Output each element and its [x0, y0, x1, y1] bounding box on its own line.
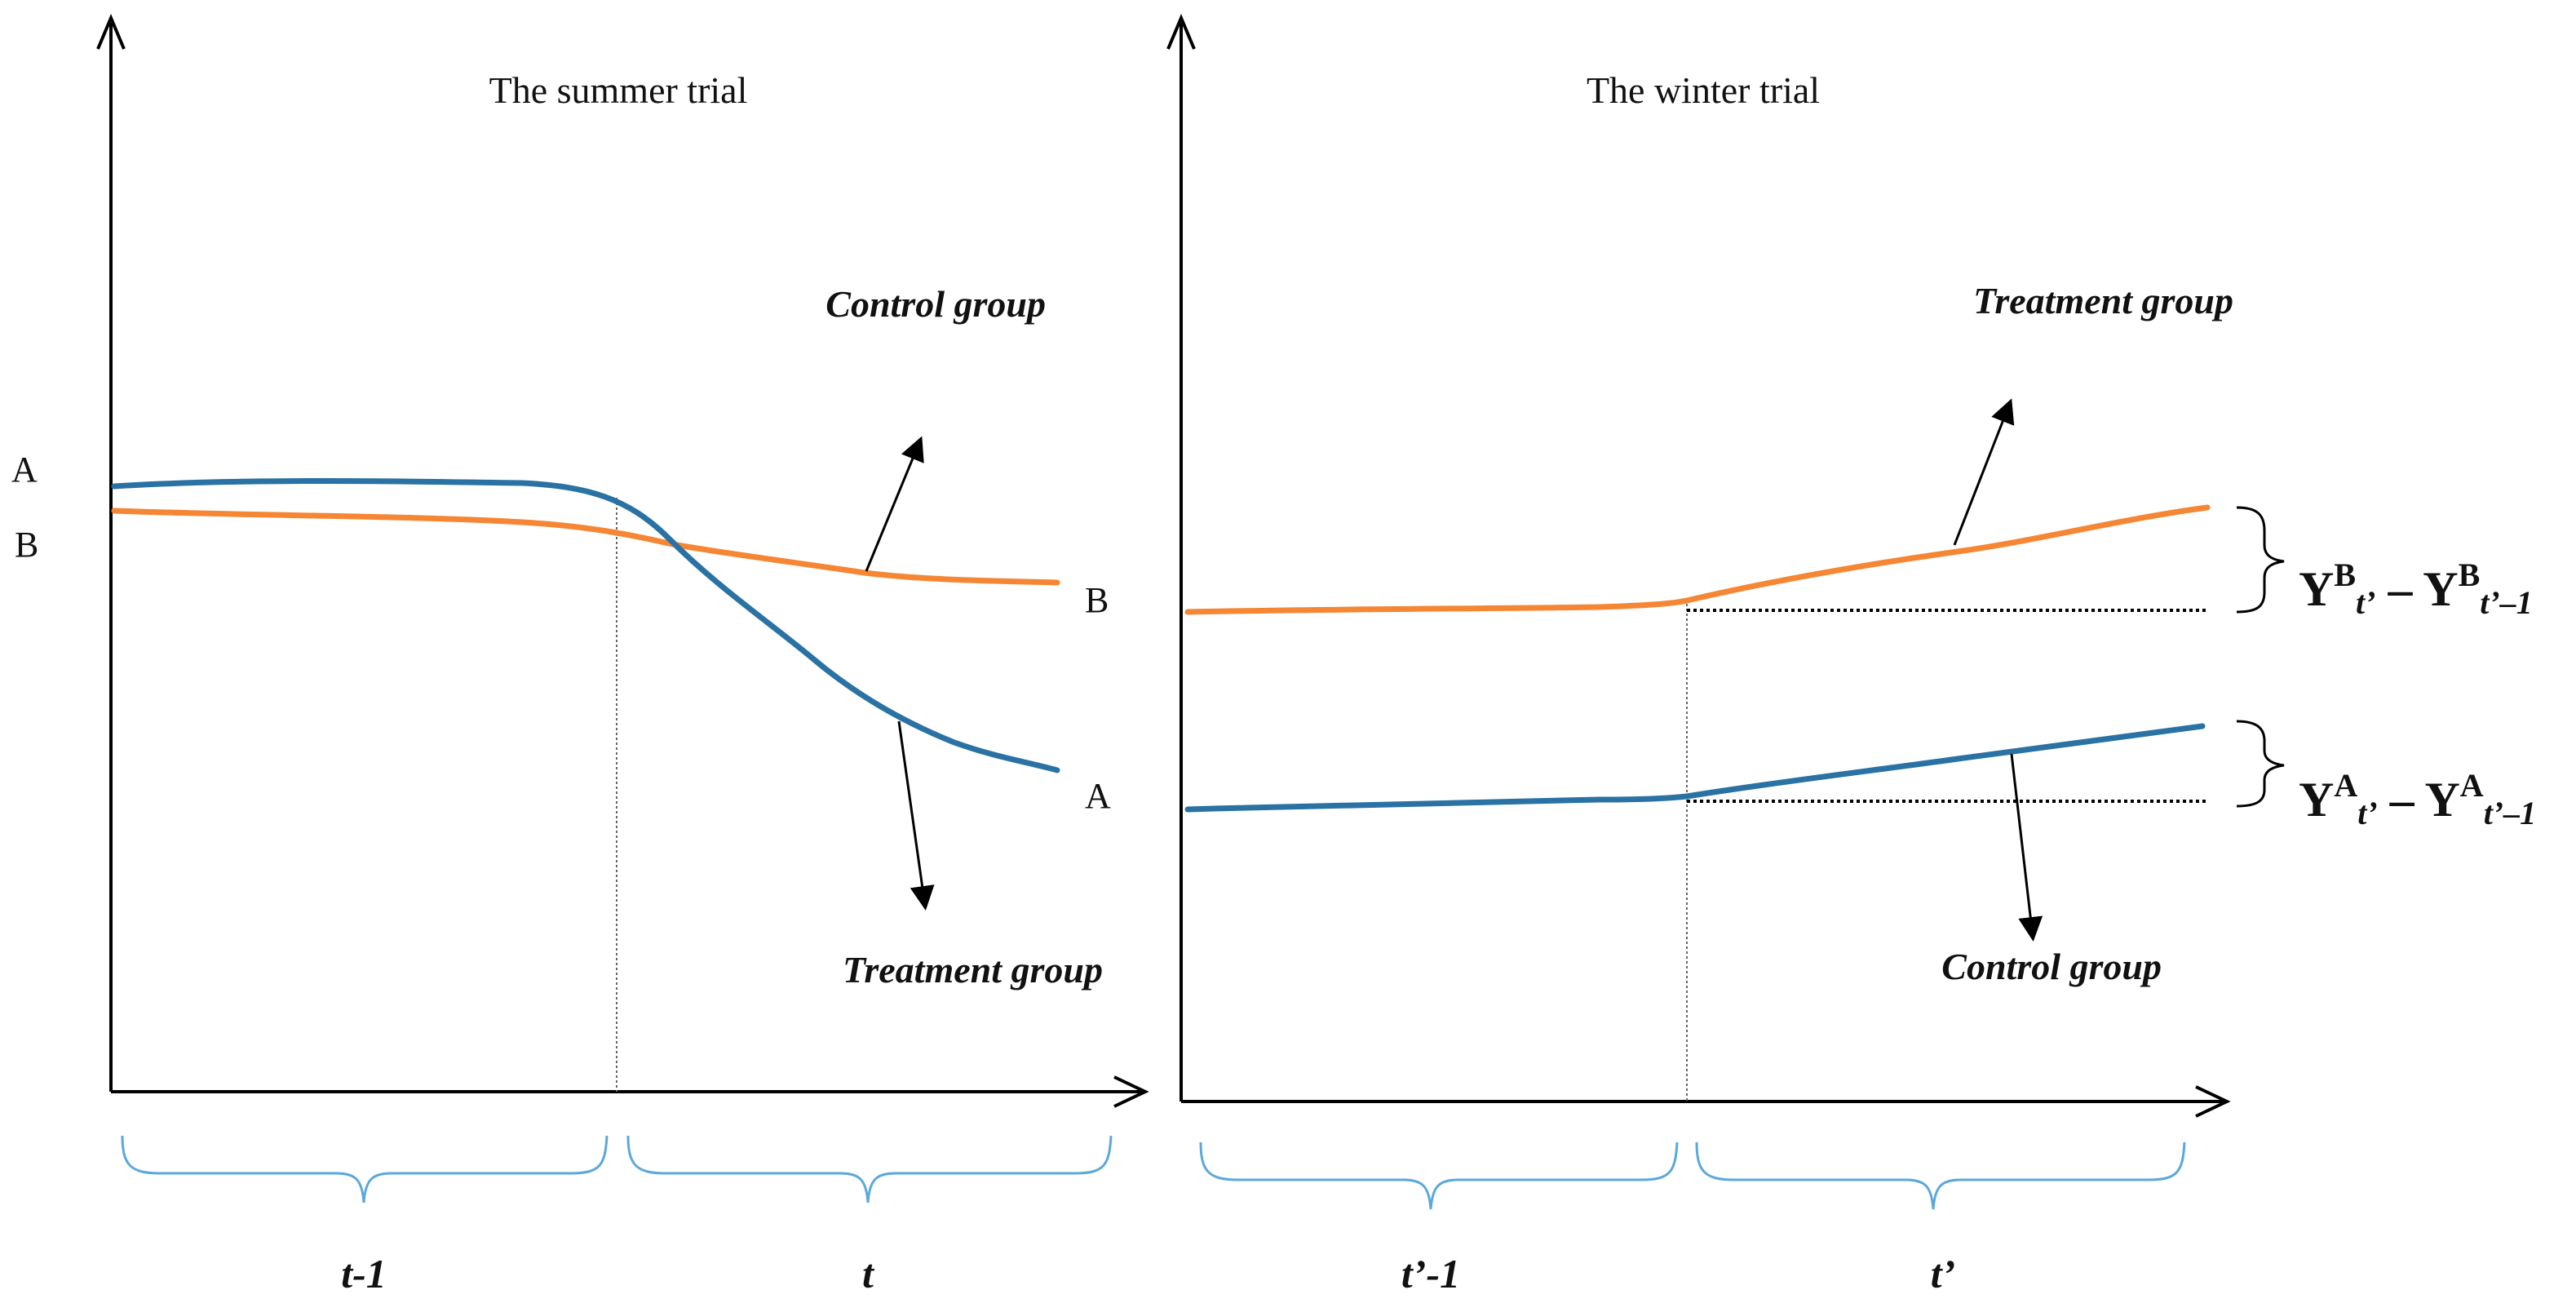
- winter-y-axis-arrowhead: [1166, 13, 1196, 50]
- summer-treatment-group-label: Treatment group: [843, 949, 1103, 991]
- winter-x-axis-arrowhead: [2195, 1085, 2231, 1118]
- summer-group-b-line: [111, 508, 1060, 586]
- summer-end-label-b: B: [1085, 580, 1109, 620]
- winter-bracket-a: [2236, 720, 2285, 808]
- winter-period-after: t’: [1931, 1251, 1956, 1296]
- summer-period-before: t-1: [341, 1251, 387, 1296]
- summer-brace-before: [121, 1135, 609, 1203]
- summer-period-after: t: [862, 1251, 875, 1296]
- formula-group-a: YAt’ – YAt’–1: [2299, 767, 2536, 831]
- winter-group-b-line: [1184, 504, 2211, 615]
- summer-trial-title: The summer trial: [489, 69, 748, 111]
- summer-y-label-b: B: [15, 525, 38, 565]
- summer-x-axis-arrowhead: [1113, 1075, 1149, 1108]
- summer-y-axis-arrowhead: [96, 13, 126, 50]
- summer-group-a-line: [111, 478, 1060, 773]
- winter-trial-panel: The winter trial Treatment group Control…: [1166, 13, 2536, 1296]
- winter-group-a-line: [1184, 723, 2206, 813]
- winter-treatment-arrow: [1953, 398, 2015, 546]
- summer-y-label-a: A: [11, 450, 38, 490]
- winter-trial-title: The winter trial: [1587, 69, 1820, 111]
- winter-brace-before: [1199, 1141, 1679, 1210]
- formula-group-b: YBt’ – YBt’–1: [2299, 556, 2533, 621]
- winter-bracket-b: [2236, 506, 2285, 614]
- summer-trial-panel: The summer trial A B B A Control group T…: [11, 13, 1149, 1296]
- summer-end-label-a: A: [1085, 776, 1111, 816]
- summer-brace-after: [626, 1135, 1113, 1203]
- summer-treatment-arrow: [897, 720, 935, 911]
- summer-control-group-label: Control group: [825, 283, 1046, 325]
- winter-period-before: t’-1: [1401, 1251, 1460, 1296]
- summer-control-arrow: [865, 436, 924, 572]
- winter-brace-after: [1695, 1141, 2186, 1210]
- winter-control-group-label: Control group: [1941, 946, 2162, 987]
- winter-control-arrow: [2010, 753, 2043, 942]
- winter-treatment-group-label: Treatment group: [1973, 280, 2233, 321]
